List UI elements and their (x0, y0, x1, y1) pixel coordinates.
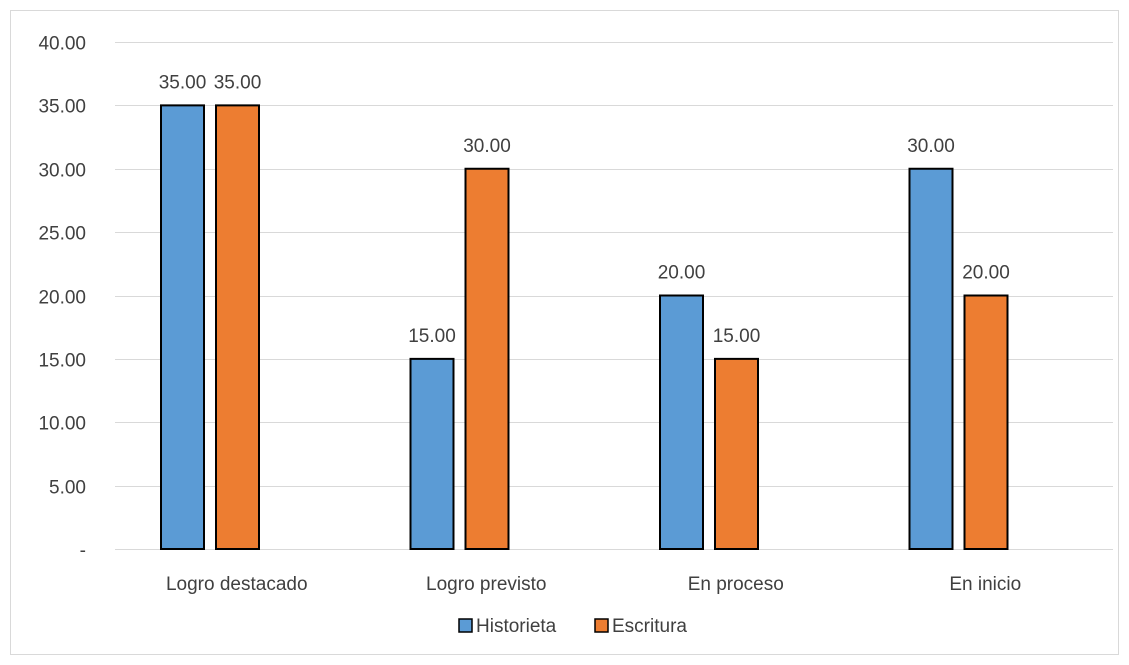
bar-escritura-4 (963, 294, 1009, 550)
data-label: 30.00 (907, 136, 955, 157)
legend-swatch-escritura (594, 618, 609, 633)
data-label: 15.00 (713, 326, 761, 347)
bar-historieta-4 (908, 167, 954, 550)
data-label: 20.00 (962, 263, 1010, 284)
bar-escritura-2 (464, 167, 510, 550)
bar-escritura-3 (714, 357, 759, 550)
bar-historieta-1 (160, 104, 205, 550)
legend-label: Escritura (612, 616, 687, 637)
data-label: 35.00 (159, 72, 207, 93)
y-axis-ticks: - 5.00 10.00 15.00 20.00 25.00 30.00 35.00 40.00 (38, 34, 86, 562)
x-category-label: Logro destacado (166, 574, 308, 595)
y-tick-label: 25.00 (38, 224, 86, 245)
x-category-label: Logro previsto (426, 574, 546, 595)
data-label: 35.00 (214, 72, 262, 93)
x-category-label: En proceso (688, 574, 784, 595)
x-axis-categories: Logro destacado Logro previsto En proceso E… (166, 574, 1021, 595)
y-tick-label: 40.00 (38, 34, 86, 55)
y-tick-label: 5.00 (49, 478, 86, 499)
y-tick-label: 20.00 (38, 288, 86, 309)
y-tick-label: - (80, 541, 86, 562)
bars (160, 104, 1009, 550)
bar-escritura-1 (215, 104, 260, 550)
x-category-label: En inicio (949, 574, 1021, 595)
y-tick-label: 15.00 (38, 351, 86, 372)
bar-historieta-2 (409, 357, 455, 550)
data-label: 15.00 (408, 326, 456, 347)
data-label: 30.00 (463, 136, 511, 157)
data-label: 20.00 (658, 263, 706, 284)
data-labels: 35.00 35.00 15.00 30.00 20.00 15.00 30.00 20.00 (159, 72, 1010, 347)
bar-historieta-3 (659, 294, 704, 550)
y-tick-label: 35.00 (38, 97, 86, 118)
legend: Historieta Escritura (458, 616, 687, 637)
legend-swatch-historieta (458, 618, 473, 633)
legend-label: Historieta (476, 616, 557, 637)
y-tick-label: 10.00 (38, 414, 86, 435)
y-tick-label: 30.00 (38, 161, 86, 182)
